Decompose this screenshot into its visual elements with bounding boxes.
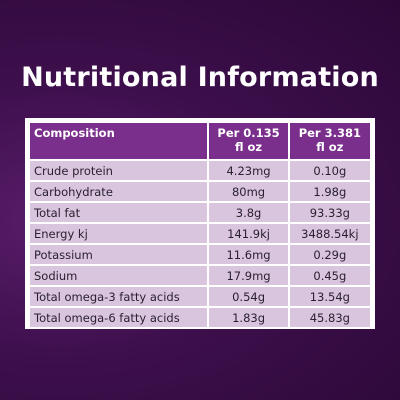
page-title: Nutritional Information [21, 62, 379, 93]
row-value-large: 0.29g [289, 245, 370, 264]
nutrition-table: Composition Per 0.135 fl oz Per 3.381 fl… [28, 121, 372, 329]
row-value-small: 80mg [209, 182, 288, 201]
row-value-small: 0.54g [209, 287, 288, 306]
row-value-large: 1.98g [289, 182, 370, 201]
row-value-large: 93.33g [289, 203, 370, 222]
table-row: Carbohydrate 80mg 1.98g [30, 182, 370, 201]
row-label: Crude protein [30, 161, 208, 180]
row-value-small: 1.83g [209, 308, 288, 327]
row-value-large: 45.83g [289, 308, 370, 327]
row-value-small: 3.8g [209, 203, 288, 222]
row-label: Total fat [30, 203, 208, 222]
table-row: Total fat 3.8g 93.33g [30, 203, 370, 222]
table-row: Energy kj 141.9kj 3488.54kj [30, 224, 370, 243]
row-value-small: 11.6mg [209, 245, 288, 264]
row-label: Energy kj [30, 224, 208, 243]
table-row: Total omega-3 fatty acids 0.54g 13.54g [30, 287, 370, 306]
row-label: Carbohydrate [30, 182, 208, 201]
row-label: Sodium [30, 266, 208, 285]
table-header-row: Composition Per 0.135 fl oz Per 3.381 fl… [30, 123, 370, 159]
row-label: Total omega-3 fatty acids [30, 287, 208, 306]
row-value-small: 141.9kj [209, 224, 288, 243]
row-value-large: 13.54g [289, 287, 370, 306]
row-value-large: 0.45g [289, 266, 370, 285]
table-row: Sodium 17.9mg 0.45g [30, 266, 370, 285]
row-label: Potassium [30, 245, 208, 264]
row-label: Total omega-6 fatty acids [30, 308, 208, 327]
row-value-small: 17.9mg [209, 266, 288, 285]
header-per-small: Per 0.135 fl oz [209, 123, 288, 159]
row-value-large: 3488.54kj [289, 224, 370, 243]
table-row: Potassium 11.6mg 0.29g [30, 245, 370, 264]
header-composition: Composition [30, 123, 208, 159]
header-per-large: Per 3.381 fl oz [289, 123, 370, 159]
row-value-large: 0.10g [289, 161, 370, 180]
table-row: Total omega-6 fatty acids 1.83g 45.83g [30, 308, 370, 327]
table-row: Crude protein 4.23mg 0.10g [30, 161, 370, 180]
nutrition-table-panel: Composition Per 0.135 fl oz Per 3.381 fl… [25, 118, 375, 329]
row-value-small: 4.23mg [209, 161, 288, 180]
